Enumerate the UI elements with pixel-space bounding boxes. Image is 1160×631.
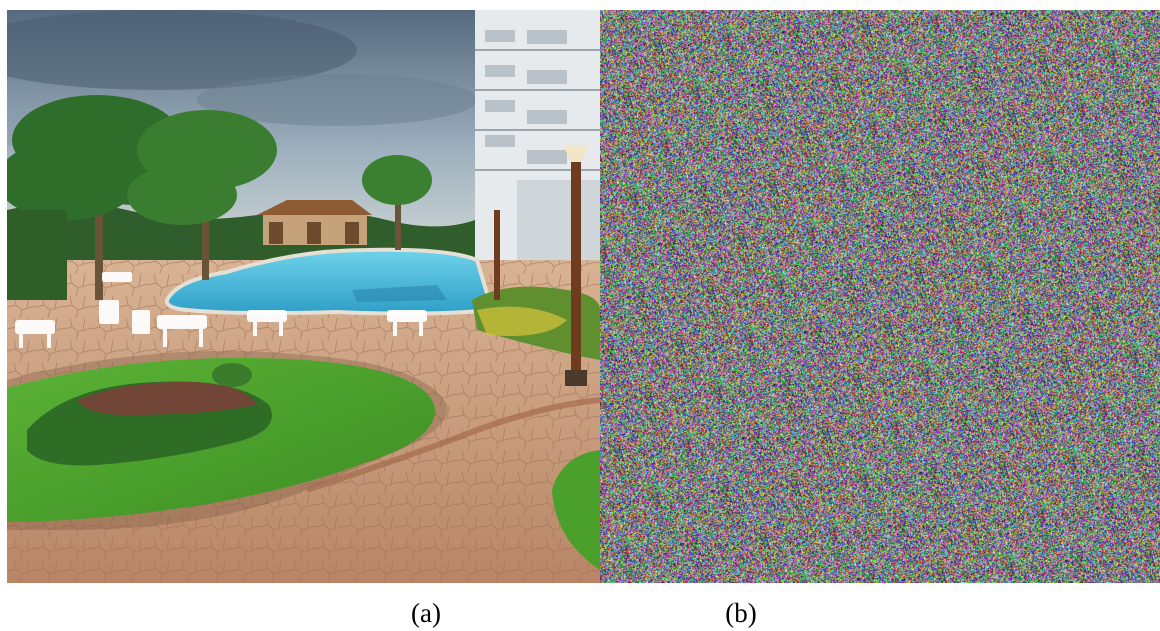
caption-b: (b) [725,598,757,628]
resort-pool-scene [7,10,600,583]
resort-pool-photo [7,10,600,583]
color-noise-image [600,10,1160,583]
caption-a: (a) [411,598,441,628]
random-noise-canvas [600,10,1160,583]
